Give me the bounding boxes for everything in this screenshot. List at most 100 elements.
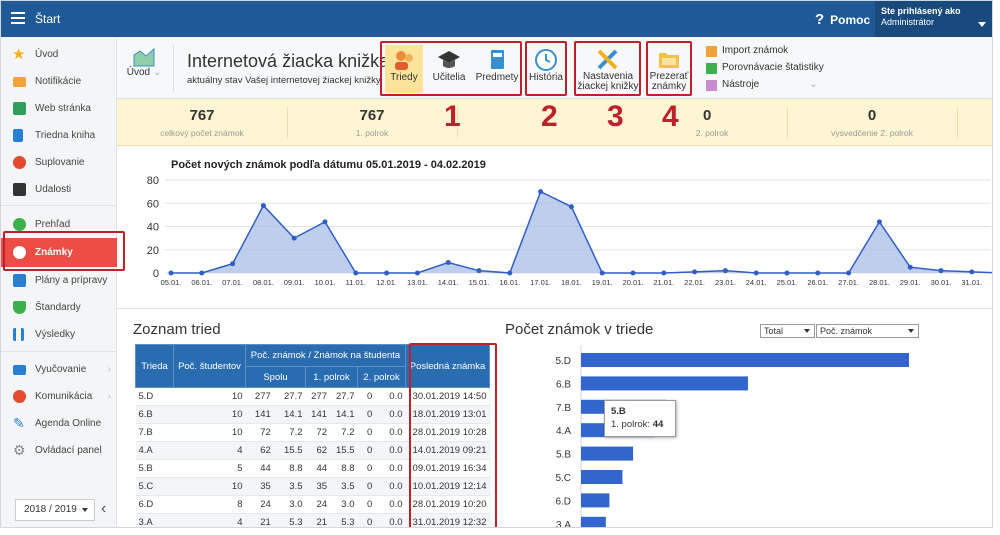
- sidebar-item-label: Štandardy: [35, 302, 81, 313]
- callout-number-4: 4: [662, 100, 679, 133]
- sidebar-item-agenda[interactable]: ✎ Agenda Online: [1, 410, 117, 437]
- data-point: [414, 270, 420, 276]
- book-icon: [13, 129, 23, 142]
- sidebar-item-uvod[interactable]: ★ Úvod: [1, 41, 117, 68]
- envelope-icon: [13, 77, 26, 87]
- col-spolu[interactable]: Spolu: [245, 366, 306, 388]
- col-posledna-znamka[interactable]: Posledná známka: [405, 344, 490, 388]
- porovnavacie-button[interactable]: Porovnávacie štatistiky: [706, 62, 824, 74]
- sidebar-item-vyucovanie[interactable]: Vyučovanie ›: [1, 356, 117, 383]
- data-point: [969, 269, 975, 275]
- col-polrok1[interactable]: 1. polrok: [305, 366, 358, 388]
- chevron-down-icon: [908, 329, 914, 333]
- table-row[interactable]: 6.B 10 141 14.1 141 14.1 0 0.0 18.01.2019 13:01: [135, 405, 490, 424]
- data-point: [168, 270, 174, 276]
- sidebar-item-plany[interactable]: Plány a prípravy: [1, 267, 117, 294]
- start-menu-label[interactable]: Štart: [35, 12, 61, 26]
- table-cell: 5.B: [135, 459, 174, 478]
- table-cell: 14.1: [330, 405, 358, 424]
- import-button[interactable]: Import známok: [706, 45, 788, 57]
- table-cell: 28.01.2019 10:20: [405, 495, 490, 514]
- x-tick-label: 05.01.: [161, 278, 182, 287]
- stat-value: 0: [703, 107, 712, 124]
- col-pocet-studentov[interactable]: Poč. študentov: [173, 344, 246, 388]
- sidebar-item-label: Triedna kniha: [35, 130, 96, 141]
- x-tick-label: 31.01.: [961, 278, 982, 287]
- nastavenia-button[interactable]: Nastavenia žiackej knižky: [577, 45, 639, 93]
- chat-icon: [13, 390, 26, 403]
- sidebar-item-triedna-kniha[interactable]: Triedna kniha: [1, 122, 117, 149]
- table-cell: 15.5: [273, 441, 306, 460]
- table-cell: 3.0: [273, 495, 306, 514]
- sidebar-item-znamky[interactable]: Známky: [1, 238, 117, 267]
- triedy-button[interactable]: Triedy: [385, 45, 423, 93]
- table-cell: 3.5: [273, 477, 306, 496]
- stat-polrok1: 767 1. polrok: [287, 99, 457, 146]
- sidebar-item-vysledky[interactable]: Výsledky: [1, 321, 117, 348]
- sidebar-item-web-stranka[interactable]: Web stránka: [1, 95, 117, 122]
- total-select[interactable]: Total: [760, 324, 815, 338]
- sidebar-item-label: Komunikácia: [35, 391, 93, 402]
- hamburger-menu-icon[interactable]: [11, 12, 25, 24]
- table-row[interactable]: 3.A 4 21 5.3 21 5.3 0 0.0 31.01.2019 12:32: [135, 513, 490, 527]
- data-point: [507, 270, 513, 276]
- sidebar-item-ovladaci-panel[interactable]: ⚙ Ovládací panel: [1, 437, 117, 464]
- table-row[interactable]: 7.B 10 72 7.2 72 7.2 0 0.0 28.01.2019 10:28: [135, 423, 490, 442]
- user-menu[interactable]: Ste prihlásený ako Administrátor: [875, 1, 992, 37]
- table-cell: 0: [357, 387, 376, 406]
- x-tick-label: 27.01.: [838, 278, 859, 287]
- table-cell: 6.B: [135, 405, 174, 424]
- x-tick-label: 08.01.: [253, 278, 274, 287]
- help-button[interactable]: ? Pomoc: [815, 11, 870, 28]
- sidebar-divider: [1, 205, 117, 206]
- sidebar-item-suplovanie[interactable]: Suplovanie: [1, 149, 117, 176]
- school-year-select[interactable]: 2018 / 2019: [15, 499, 95, 521]
- col-trieda[interactable]: Trieda: [135, 344, 174, 388]
- chart-area-icon: [133, 47, 155, 67]
- sidebar-item-label: Známky: [35, 247, 73, 258]
- graduation-cap-icon: [438, 51, 460, 68]
- table-cell: 0.0: [375, 405, 406, 424]
- table-cell: 0: [357, 441, 376, 460]
- sidebar-item-udalosti[interactable]: Udalosti: [1, 176, 117, 203]
- ribbon-divider: [173, 45, 174, 93]
- sidebar-item-label: Suplovanie: [35, 157, 85, 168]
- col-polrok2[interactable]: 2. polrok: [357, 366, 406, 388]
- table-cell: 0.0: [375, 513, 406, 527]
- sidebar-item-standardy[interactable]: Štandardy: [1, 294, 117, 321]
- uvod-button[interactable]: Úvod ⌄: [125, 47, 163, 92]
- table-cell: 4: [173, 441, 246, 460]
- table-row[interactable]: 5.B 5 44 8.8 44 8.8 0 0.0 09.01.2019 16:34: [135, 459, 490, 478]
- callout-box-2: [525, 41, 567, 96]
- school-year-value: 2018 / 2019: [24, 504, 77, 515]
- table-cell: 0.0: [375, 423, 406, 442]
- table-cell: 21: [305, 513, 331, 527]
- table-cell: 15.5: [330, 441, 358, 460]
- table-row[interactable]: 5.D 10 277 27.7 277 27.7 0 0.0 30.01.2019 14:50: [135, 387, 490, 406]
- predmety-button[interactable]: Predmety: [475, 45, 519, 93]
- table-cell: 0: [357, 513, 376, 527]
- chevron-down-icon: ⌄: [809, 79, 818, 90]
- x-tick-label: 21.01.: [653, 278, 674, 287]
- collapse-sidebar-icon[interactable]: ‹: [101, 500, 107, 517]
- table-row[interactable]: 5.C 10 35 3.5 35 3.5 0 0.0 10.01.2019 12:14: [135, 477, 490, 496]
- data-point: [661, 270, 667, 276]
- historia-button[interactable]: História: [527, 45, 565, 93]
- prezerat-button[interactable]: Prezerať známky: [648, 45, 690, 93]
- table-cell: 28.01.2019 10:28: [405, 423, 490, 442]
- table-cell: 27.7: [273, 387, 306, 406]
- sidebar-item-komunikacia[interactable]: Komunikácia ›: [1, 383, 117, 410]
- stat-value: 0: [867, 107, 877, 124]
- sidebar-item-notifikacie[interactable]: Notifikácie: [1, 68, 117, 95]
- person-icon: [13, 156, 26, 169]
- nastroje-menu[interactable]: Nástroje ⌄: [706, 79, 818, 91]
- metric-select[interactable]: Poč. známok: [816, 324, 919, 338]
- sidebar-item-prehlad[interactable]: Prehľad: [1, 211, 117, 238]
- ucitelia-button[interactable]: Učitelia: [428, 45, 470, 93]
- table-cell: 7.2: [330, 423, 358, 442]
- table-row[interactable]: 6.D 8 24 3.0 24 3.0 0 0.0 28.01.2019 10:20: [135, 495, 490, 514]
- bar: [581, 353, 909, 367]
- table-row[interactable]: 4.A 4 62 15.5 62 15.5 0 0.0 14.01.2019 09:21: [135, 441, 490, 460]
- sidebar-item-label: Prehľad: [35, 219, 71, 230]
- table-cell: 31.01.2019 12:32: [405, 513, 490, 527]
